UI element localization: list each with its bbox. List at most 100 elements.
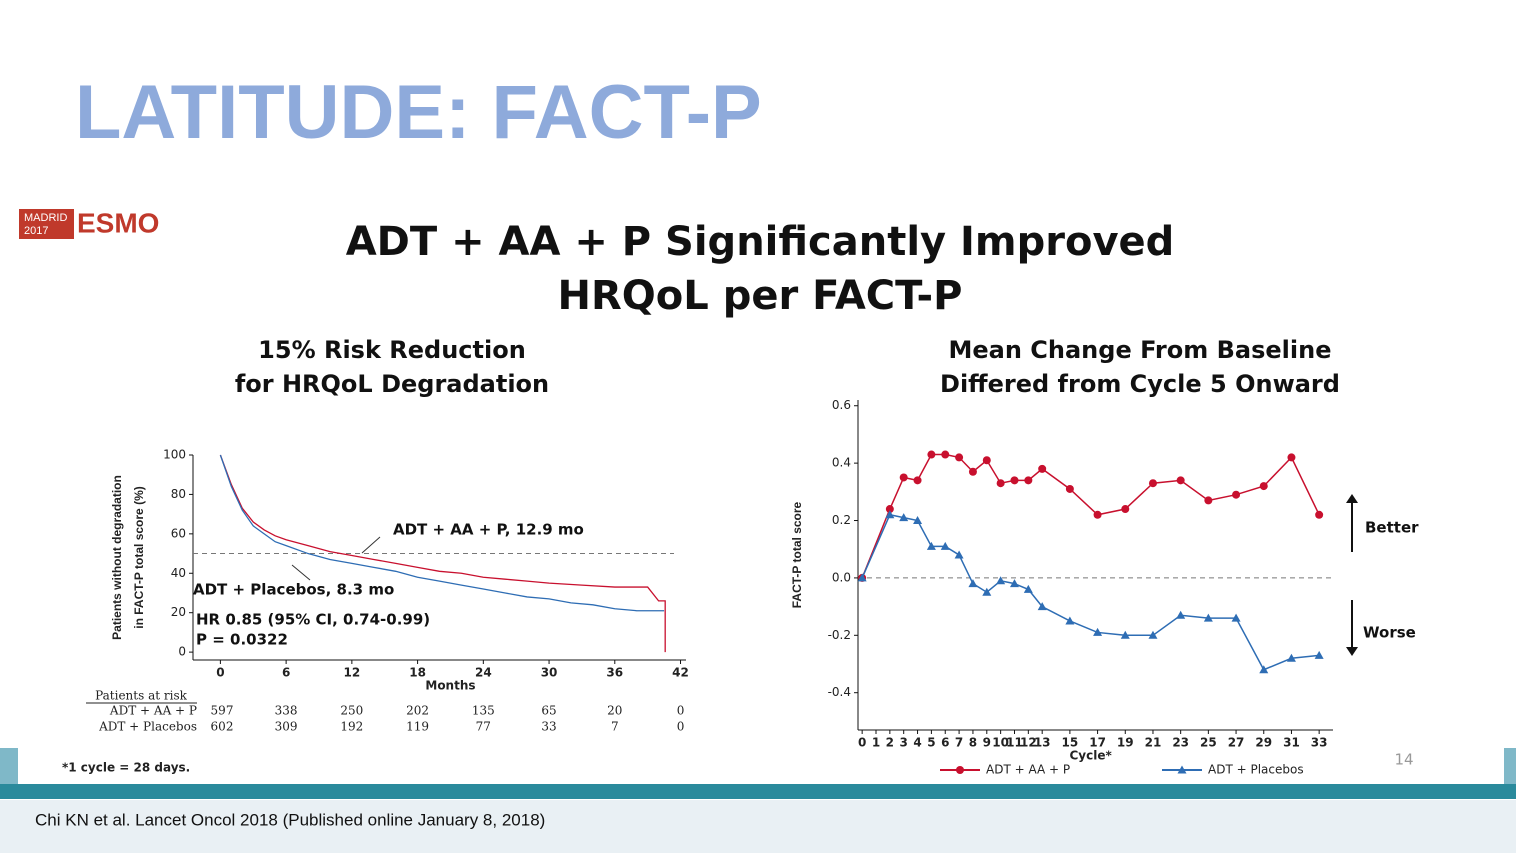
logo-name: ESMO <box>77 207 159 238</box>
point <box>927 450 936 459</box>
risk-value: 119 <box>406 720 429 734</box>
annotation-arrow <box>361 536 381 554</box>
point <box>954 550 964 559</box>
point <box>1231 613 1241 622</box>
point <box>899 473 908 482</box>
point <box>1009 579 1019 588</box>
x-tick-label: 13 <box>1034 736 1051 750</box>
footnote: *1 cycle = 28 days. <box>62 761 190 775</box>
x-tick-label: 36 <box>606 666 623 680</box>
x-tick-label: 7 <box>955 736 963 750</box>
y-tick-label: 0 <box>178 645 186 659</box>
slide-title: LATITUDE: FACT-P <box>75 70 762 155</box>
point <box>1148 479 1157 488</box>
left-band <box>0 748 18 784</box>
point <box>1037 602 1047 611</box>
x-tick-label: 12 <box>344 666 361 680</box>
x-axis-label: Cycle* <box>1070 749 1113 763</box>
y-axis-label: FACT-P total score <box>790 501 804 608</box>
point <box>1176 610 1186 619</box>
x-tick-label: 11 <box>1006 736 1023 750</box>
point <box>885 505 894 514</box>
heading: HRQoL per FACT-P <box>558 273 963 319</box>
annotation: Better <box>1365 519 1419 537</box>
y-tick-label: 20 <box>171 605 186 619</box>
series-line <box>219 454 666 653</box>
y-tick-label: 100 <box>163 448 186 462</box>
risk-row-name: ADT + AA + P <box>109 704 197 718</box>
x-tick-label: 2 <box>886 736 894 750</box>
x-tick-label: 42 <box>672 666 689 680</box>
point <box>968 579 978 588</box>
x-tick-label: 6 <box>941 736 949 750</box>
x-tick-label: 19 <box>1117 736 1134 750</box>
point <box>940 541 950 550</box>
point <box>1232 490 1241 499</box>
point <box>885 510 895 519</box>
point <box>857 573 867 582</box>
x-tick-label: 31 <box>1283 736 1300 750</box>
point <box>899 513 909 522</box>
y-axis-label: in FACT-P total score (%) <box>132 486 146 628</box>
y-tick-label: 80 <box>171 487 186 501</box>
series-line <box>861 453 1320 579</box>
arrow-head <box>1346 647 1358 656</box>
x-tick-label: 6 <box>282 666 290 680</box>
point <box>941 450 950 459</box>
point <box>1093 510 1102 519</box>
point <box>1287 453 1296 462</box>
point <box>1121 505 1130 514</box>
x-tick-label: 25 <box>1200 736 1217 750</box>
x-tick-label: 9 <box>983 736 991 750</box>
annotation: ADT + Placebos, 8.3 mo <box>193 581 394 599</box>
citation: Chi KN et al. Lancet Oncol 2018 (Publish… <box>35 810 545 829</box>
page-number: 14 <box>1394 751 1413 769</box>
point <box>1010 476 1019 485</box>
legend-label: ADT + Placebos <box>1208 763 1304 777</box>
x-tick-label: 18 <box>409 666 426 680</box>
x-tick-label: 12 <box>1020 736 1037 750</box>
point <box>926 541 936 550</box>
x-tick-label: 30 <box>541 666 558 680</box>
legend-marker <box>956 766 964 774</box>
series-line <box>861 513 1320 671</box>
heading: ADT + AA + P Significantly Improved <box>346 219 1175 265</box>
risk-value: 250 <box>340 704 363 718</box>
x-tick-label: 10 <box>992 736 1009 750</box>
point <box>913 516 923 525</box>
point <box>1314 650 1324 659</box>
annotation: HR 0.85 (95% CI, 0.74-0.99) <box>196 611 430 629</box>
footer-band <box>0 784 1516 799</box>
risk-value: 20 <box>607 704 622 718</box>
risk-value: 65 <box>541 704 556 718</box>
y-tick-label: -0.2 <box>828 628 851 642</box>
logo-year: 2017 <box>24 225 48 237</box>
point <box>996 576 1006 585</box>
y-tick-label: 0.4 <box>832 456 851 470</box>
point <box>1315 510 1324 519</box>
risk-value: 0 <box>677 704 685 718</box>
point <box>982 587 992 596</box>
right-band <box>1504 748 1516 784</box>
logo-city: MADRID <box>24 212 67 224</box>
point <box>1024 476 1033 485</box>
chart-title: Differed from Cycle 5 Onward <box>940 370 1340 398</box>
chart-title: for HRQoL Degradation <box>235 370 549 398</box>
x-tick-label: 21 <box>1145 736 1162 750</box>
y-axis-label: Patients without degradation <box>110 475 124 640</box>
point <box>1120 630 1130 639</box>
point <box>1176 476 1185 485</box>
risk-value: 135 <box>472 704 495 718</box>
y-tick-label: 60 <box>171 526 186 540</box>
point <box>1038 464 1047 473</box>
risk-value: 309 <box>275 720 298 734</box>
point <box>1259 665 1269 674</box>
annotation-arrow <box>291 564 311 581</box>
risk-value: 192 <box>340 720 363 734</box>
x-tick-label: 5 <box>927 736 935 750</box>
x-tick-label: 0 <box>216 666 224 680</box>
risk-row-name: ADT + Placebos <box>98 720 197 734</box>
risk-value: 33 <box>541 720 556 734</box>
point <box>913 476 922 485</box>
